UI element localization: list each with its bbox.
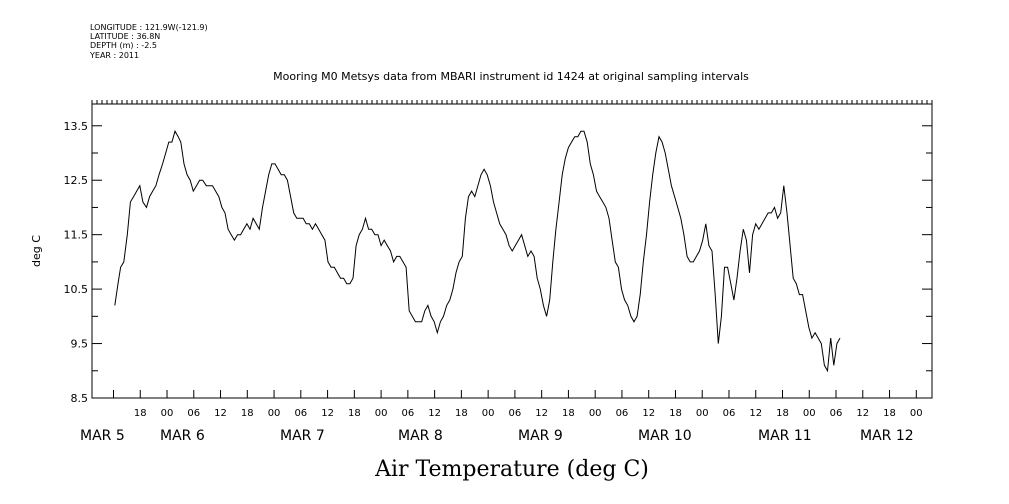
x-tick-label: 18: [776, 408, 789, 419]
x-tick-label: 00: [161, 408, 174, 419]
x-tick-label: 06: [616, 408, 629, 419]
x-tick-label: 18: [669, 408, 682, 419]
x-tick-label: 00: [589, 408, 602, 419]
x-tick-label: 12: [642, 408, 655, 419]
x-tick-label: 12: [214, 408, 227, 419]
chart-title: Mooring M0 Metsys data from MBARI instru…: [273, 70, 749, 83]
meta-depth: DEPTH (m) : -2.5: [90, 41, 157, 50]
x-tick-label: 00: [910, 408, 923, 419]
day-label: MAR 9: [518, 428, 563, 444]
x-tick-label: 18: [134, 408, 147, 419]
day-label: MAR 5: [80, 428, 125, 444]
meta-longitude: LONGITUDE : 121.9W(-121.9): [90, 23, 208, 32]
x-tick-label: 18: [883, 408, 896, 419]
meta-year: YEAR : 2011: [89, 51, 139, 60]
x-tick-label: 00: [375, 408, 388, 419]
y-tick-label: 9.5: [71, 338, 89, 351]
series-line-air-temperature: [114, 129, 841, 373]
x-tick-label: 18: [562, 408, 575, 419]
x-tick-label: 06: [294, 408, 307, 419]
metadata-block: LONGITUDE : 121.9W(-121.9) LATITUDE : 36…: [89, 23, 208, 60]
y-axis: 8.5 9.5 10.5 11.5 12.5 13.5: [64, 120, 932, 405]
day-label: MAR 6: [160, 428, 205, 444]
meta-latitude: LATITUDE : 36.8N: [90, 32, 160, 41]
y-axis-label: deg C: [30, 235, 43, 267]
x-axis-label: Air Temperature (deg C): [374, 457, 649, 482]
x-tick-label: 12: [749, 408, 762, 419]
x-tick-label: 12: [535, 408, 548, 419]
x-tick-label: 18: [348, 408, 361, 419]
x-tick-label: 12: [428, 408, 441, 419]
x-tick-label: 00: [268, 408, 281, 419]
minor-ticks: [91, 100, 933, 104]
x-axis: 18 00 06 12 18 00 06 12 18 00 06 12 18 00 06 12 18 00 06 12…: [113, 390, 923, 419]
day-label: MAR 12: [860, 428, 914, 444]
day-label: MAR 10: [638, 428, 692, 444]
x-tick-label: 18: [241, 408, 254, 419]
x-tick-label: 18: [455, 408, 468, 419]
y-tick-label: 13.5: [64, 120, 89, 133]
x-tick-label: 00: [482, 408, 495, 419]
x-tick-label: 06: [830, 408, 843, 419]
day-label: MAR 7: [280, 428, 325, 444]
x-tick-label: 12: [321, 408, 334, 419]
x-tick-label: 06: [187, 408, 200, 419]
y-tick-label: 8.5: [71, 392, 89, 405]
x-tick-label: 06: [509, 408, 522, 419]
y-tick-label: 12.5: [64, 174, 89, 187]
x-tick-label: 00: [696, 408, 709, 419]
y-tick-label: 11.5: [64, 229, 89, 242]
x-tick-label: 06: [401, 408, 414, 419]
x-tick-label: 00: [803, 408, 816, 419]
y-tick-label: 10.5: [64, 283, 89, 296]
day-label: MAR 11: [758, 428, 812, 444]
day-labels: MAR 5 MAR 6 MAR 7 MAR 8 MAR 9 MAR 10 MAR 11 MAR…: [80, 428, 914, 444]
day-label: MAR 8: [398, 428, 443, 444]
x-tick-label: 12: [856, 408, 869, 419]
x-tick-label: 06: [723, 408, 736, 419]
